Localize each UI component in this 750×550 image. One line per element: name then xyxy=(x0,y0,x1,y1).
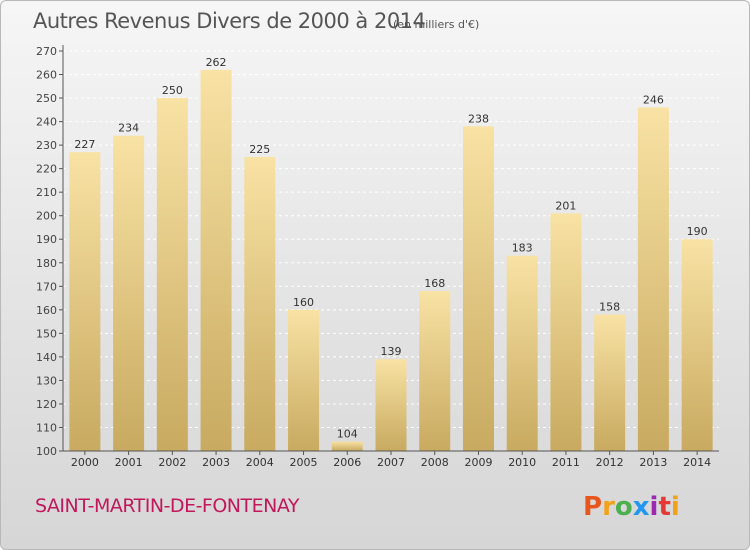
x-tick-label: 2013 xyxy=(639,456,667,469)
y-tick-label: 110 xyxy=(36,421,57,434)
data-label: 158 xyxy=(599,301,620,314)
x-tick-label: 2010 xyxy=(508,456,536,469)
proxiti-logo: Proxiti xyxy=(583,492,680,522)
x-tick-label: 2004 xyxy=(246,456,274,469)
x-tick-label: 2001 xyxy=(115,456,143,469)
x-tick-label: 2006 xyxy=(333,456,361,469)
bar xyxy=(288,309,320,451)
data-label: 160 xyxy=(293,296,314,309)
data-label: 246 xyxy=(643,93,664,106)
data-label: 183 xyxy=(512,242,533,255)
data-label: 225 xyxy=(249,143,270,156)
data-label: 262 xyxy=(206,56,227,69)
x-tick-label: 2007 xyxy=(377,456,405,469)
bar xyxy=(113,135,145,452)
y-tick-label: 160 xyxy=(36,304,57,317)
chart-subtitle: (en milliers d'€) xyxy=(393,18,480,31)
bar xyxy=(156,98,188,451)
x-tick-label: 2009 xyxy=(464,456,492,469)
logo-letter: x xyxy=(632,492,650,522)
data-labels: 227 234 250 262 225 160 104 139 168 238 183 201 158 2… xyxy=(74,56,707,441)
logo-letter: P xyxy=(583,492,603,522)
bar xyxy=(681,239,713,451)
data-label: 201 xyxy=(555,199,576,212)
data-label: 139 xyxy=(381,345,402,358)
axes: 100 110 120 130 140 150 160 170 180 190 200 210 220 2… xyxy=(36,45,719,469)
y-tick-label: 250 xyxy=(36,92,57,105)
y-tick-label: 140 xyxy=(36,351,57,364)
logo-letter: r xyxy=(602,492,615,522)
data-label: 168 xyxy=(424,277,445,290)
bar xyxy=(244,156,276,451)
logo-letter: o xyxy=(614,492,633,522)
chart-title: Autres Revenus Divers de 2000 à 2014 xyxy=(33,9,426,33)
bar xyxy=(331,441,363,451)
bar xyxy=(637,107,669,452)
bar xyxy=(462,126,494,451)
bar xyxy=(419,291,451,451)
data-label: 250 xyxy=(162,84,183,97)
y-tick-label: 210 xyxy=(36,186,57,199)
x-tick-label: 2002 xyxy=(158,456,186,469)
y-tick-label: 260 xyxy=(36,69,57,82)
x-tick-label: 2011 xyxy=(552,456,580,469)
logo-letter: i xyxy=(670,492,680,522)
data-label: 234 xyxy=(118,122,139,135)
bar xyxy=(200,69,232,451)
x-tick-label: 2014 xyxy=(683,456,711,469)
y-tick-label: 100 xyxy=(36,445,57,458)
commune-name: SAINT-MARTIN-DE-FONTENAY xyxy=(35,495,299,517)
logo-letter: i xyxy=(649,492,659,522)
y-tick-label: 240 xyxy=(36,116,57,129)
y-tick-label: 200 xyxy=(36,210,57,223)
y-tick-label: 230 xyxy=(36,139,57,152)
data-label: 238 xyxy=(468,112,489,125)
x-tick-label: 2008 xyxy=(421,456,449,469)
logo-letter: t xyxy=(658,492,671,522)
y-tick-label: 180 xyxy=(36,257,57,270)
bar xyxy=(506,255,538,451)
bar xyxy=(375,359,407,451)
x-tick-label: 2000 xyxy=(71,456,99,469)
bar xyxy=(550,213,582,451)
bar xyxy=(594,314,626,451)
bars xyxy=(69,69,713,452)
y-tick-label: 130 xyxy=(36,374,57,387)
y-tick-label: 220 xyxy=(36,163,57,176)
bar xyxy=(69,152,101,452)
data-label: 190 xyxy=(687,225,708,238)
data-label: 104 xyxy=(337,428,358,441)
y-tick-label: 190 xyxy=(36,233,57,246)
data-label: 227 xyxy=(74,138,95,151)
x-tick-label: 2012 xyxy=(596,456,624,469)
y-tick-label: 120 xyxy=(36,398,57,411)
y-tick-label: 270 xyxy=(36,45,57,58)
x-tick-label: 2003 xyxy=(202,456,230,469)
x-tick-label: 2005 xyxy=(290,456,318,469)
y-tick-label: 170 xyxy=(36,280,57,293)
y-tick-label: 150 xyxy=(36,327,57,340)
